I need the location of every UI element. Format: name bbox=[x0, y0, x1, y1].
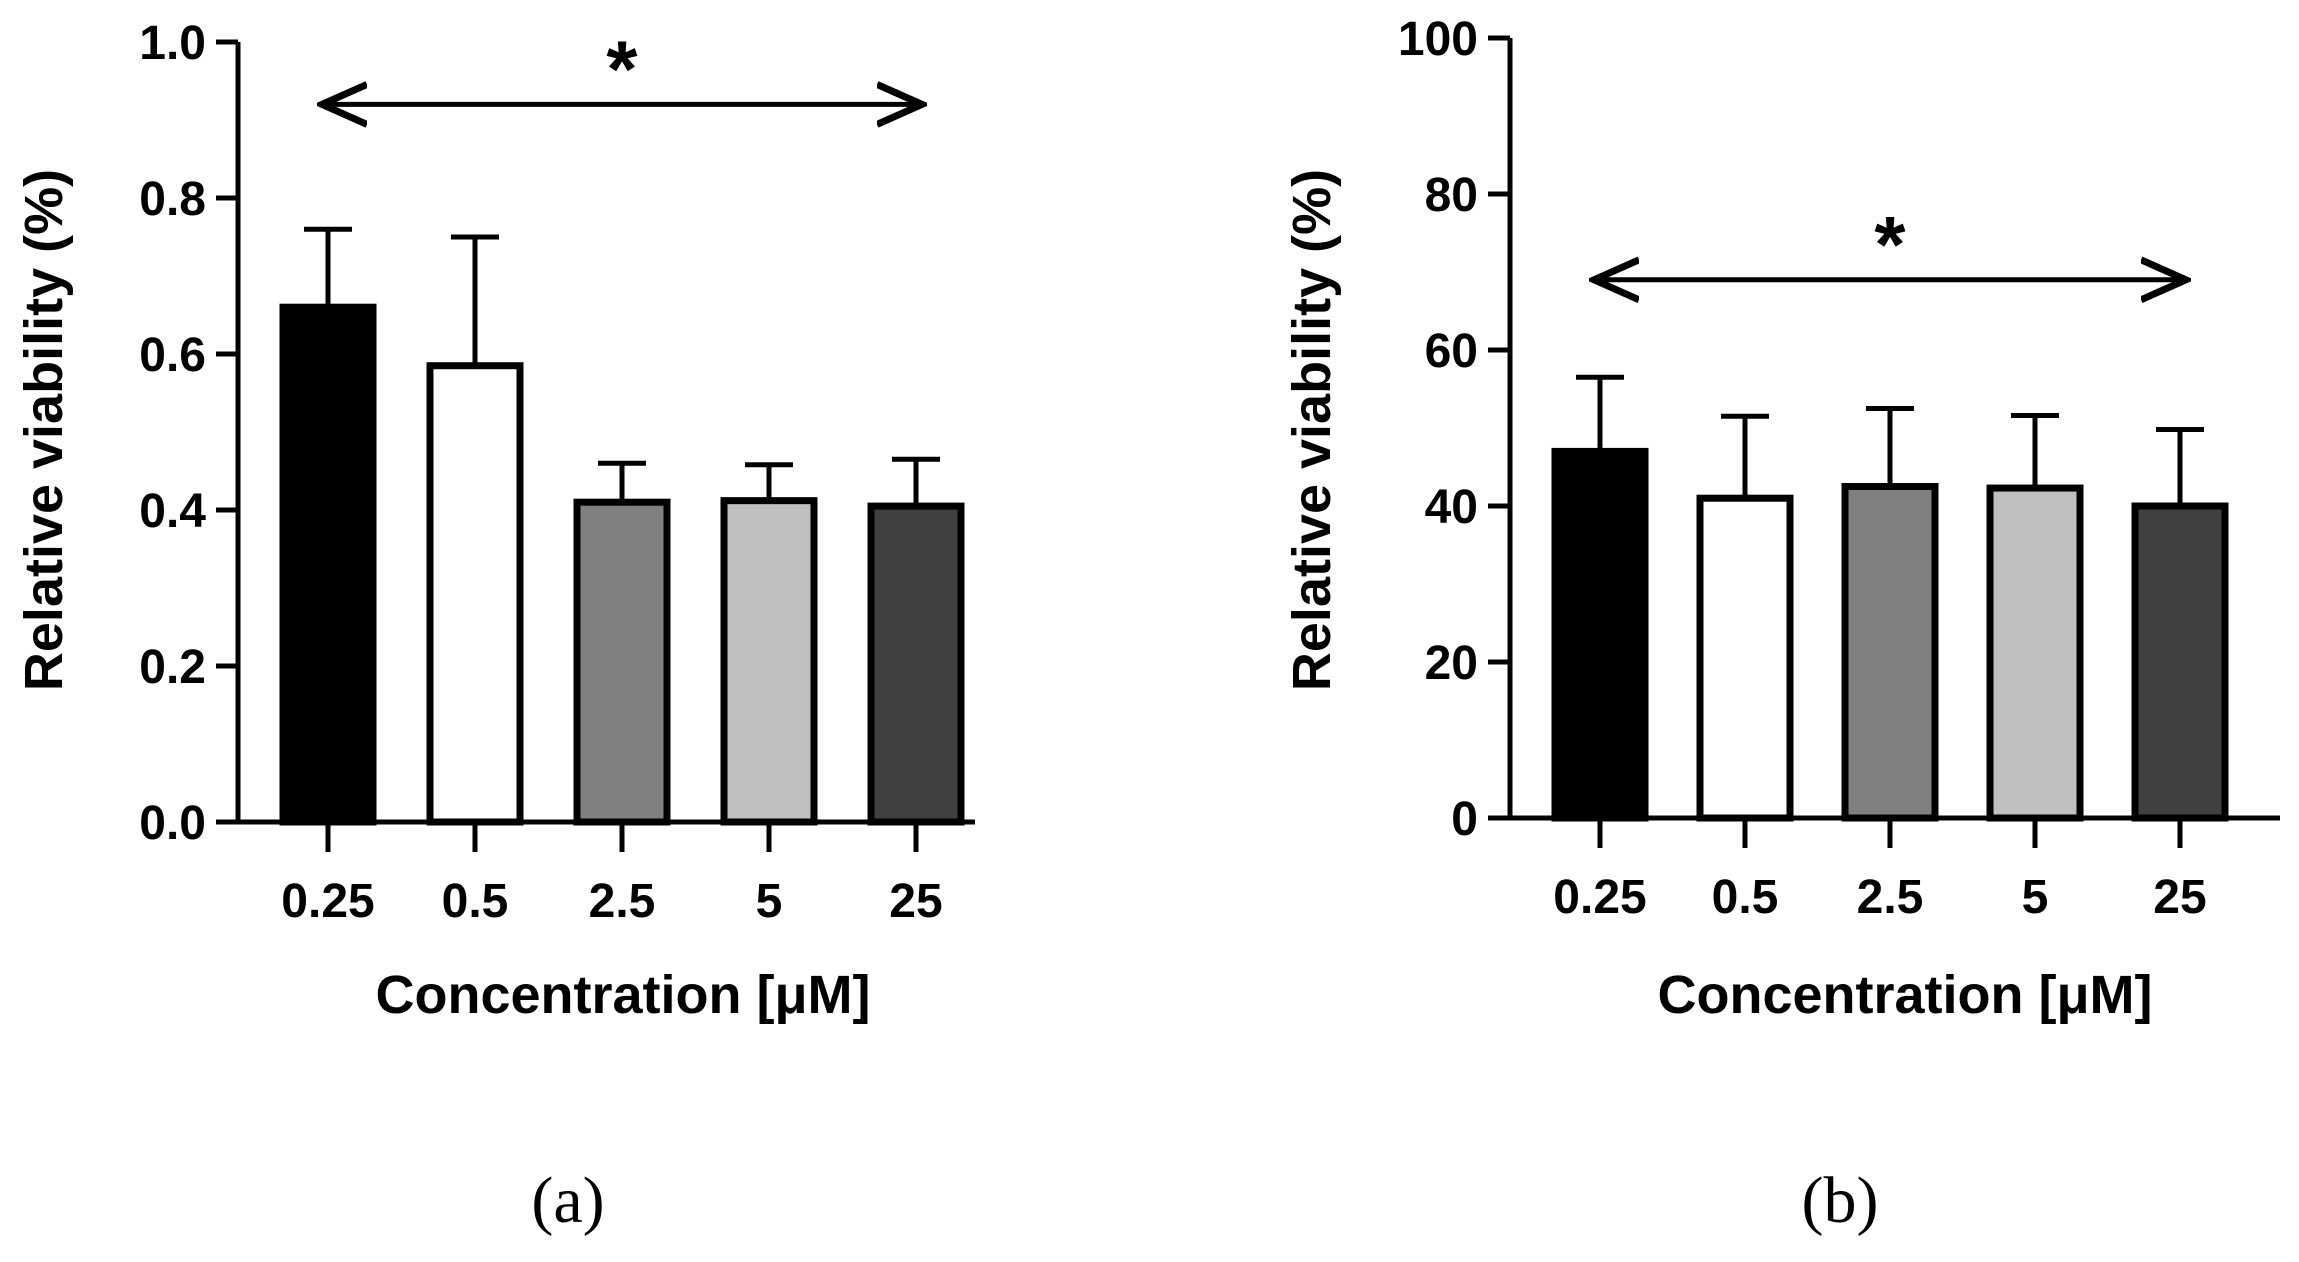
x-tick-label: 2.5 bbox=[589, 875, 656, 928]
x-tick-label: 0.25 bbox=[281, 875, 374, 928]
y-tick-label: 40 bbox=[1425, 481, 1478, 534]
panel-a-y-axis-label: Relative viability (%) bbox=[14, 169, 74, 691]
x-tick-label: 25 bbox=[2153, 871, 2206, 924]
y-tick-label: 20 bbox=[1425, 637, 1478, 690]
panel-b-x-ticks: 0.25 0.5 2.5 5 25 bbox=[1553, 818, 2207, 924]
x-tick-label: 25 bbox=[889, 875, 942, 928]
panel-b-bars bbox=[1551, 374, 2229, 822]
y-tick-label: 80 bbox=[1425, 169, 1478, 222]
panel-b-y-ticks: 0 20 40 60 80 100 bbox=[1398, 13, 1510, 846]
panel-b-significance-star: * bbox=[1874, 200, 1906, 289]
x-tick-label: 0.5 bbox=[1712, 871, 1779, 924]
y-tick-label: 0.0 bbox=[139, 797, 206, 850]
y-tick-label: 0 bbox=[1451, 793, 1478, 846]
panel-a-label: (a) bbox=[531, 1164, 604, 1237]
x-tick-label: 0.25 bbox=[1553, 871, 1646, 924]
bar bbox=[1986, 484, 2084, 822]
panel-a-significance: * bbox=[322, 24, 922, 113]
bar bbox=[2131, 502, 2229, 822]
bar bbox=[1841, 483, 1939, 822]
panel-a-bars bbox=[279, 226, 965, 826]
bar bbox=[1696, 494, 1794, 822]
x-tick-label: 5 bbox=[2022, 871, 2049, 924]
panel-a-y-ticks: 0.0 0.2 0.4 0.6 0.8 1.0 bbox=[139, 17, 238, 850]
x-tick-label: 5 bbox=[756, 875, 783, 928]
x-tick-label: 0.5 bbox=[442, 875, 509, 928]
bar bbox=[720, 497, 818, 826]
y-tick-label: 60 bbox=[1425, 325, 1478, 378]
panel-b-significance: * bbox=[1594, 200, 2186, 289]
bar bbox=[1551, 447, 1649, 822]
panel-b-label: (b) bbox=[1802, 1164, 1879, 1237]
y-tick-label: 100 bbox=[1398, 13, 1478, 66]
y-tick-label: 0.6 bbox=[139, 329, 206, 382]
panel-b-y-axis-label: Relative viability (%) bbox=[1282, 169, 1342, 691]
y-tick-label: 0.8 bbox=[139, 173, 206, 226]
bar bbox=[279, 303, 377, 826]
y-tick-label: 1.0 bbox=[139, 17, 206, 70]
panel-a-significance-star: * bbox=[606, 24, 638, 113]
chart-panel-b: 0 20 40 60 80 100 0.25 0.5 2.5 5 25 * Concentrati… bbox=[1282, 13, 2280, 1237]
panel-a-x-axis-label: Concentration [μM] bbox=[376, 965, 871, 1025]
y-tick-label: 0.4 bbox=[139, 485, 206, 538]
bar bbox=[426, 362, 524, 826]
x-tick-label: 2.5 bbox=[1857, 871, 1924, 924]
panel-a-x-ticks: 0.25 0.5 2.5 5 25 bbox=[281, 822, 943, 928]
panel-b-x-axis-label: Concentration [μM] bbox=[1658, 965, 2153, 1025]
chart-panel-a: 0.0 0.2 0.4 0.6 0.8 1.0 0.25 0.5 2.5 5 25 * Conce… bbox=[14, 17, 975, 1237]
bar bbox=[867, 502, 965, 826]
y-tick-label: 0.2 bbox=[139, 641, 206, 694]
bar bbox=[573, 498, 671, 826]
